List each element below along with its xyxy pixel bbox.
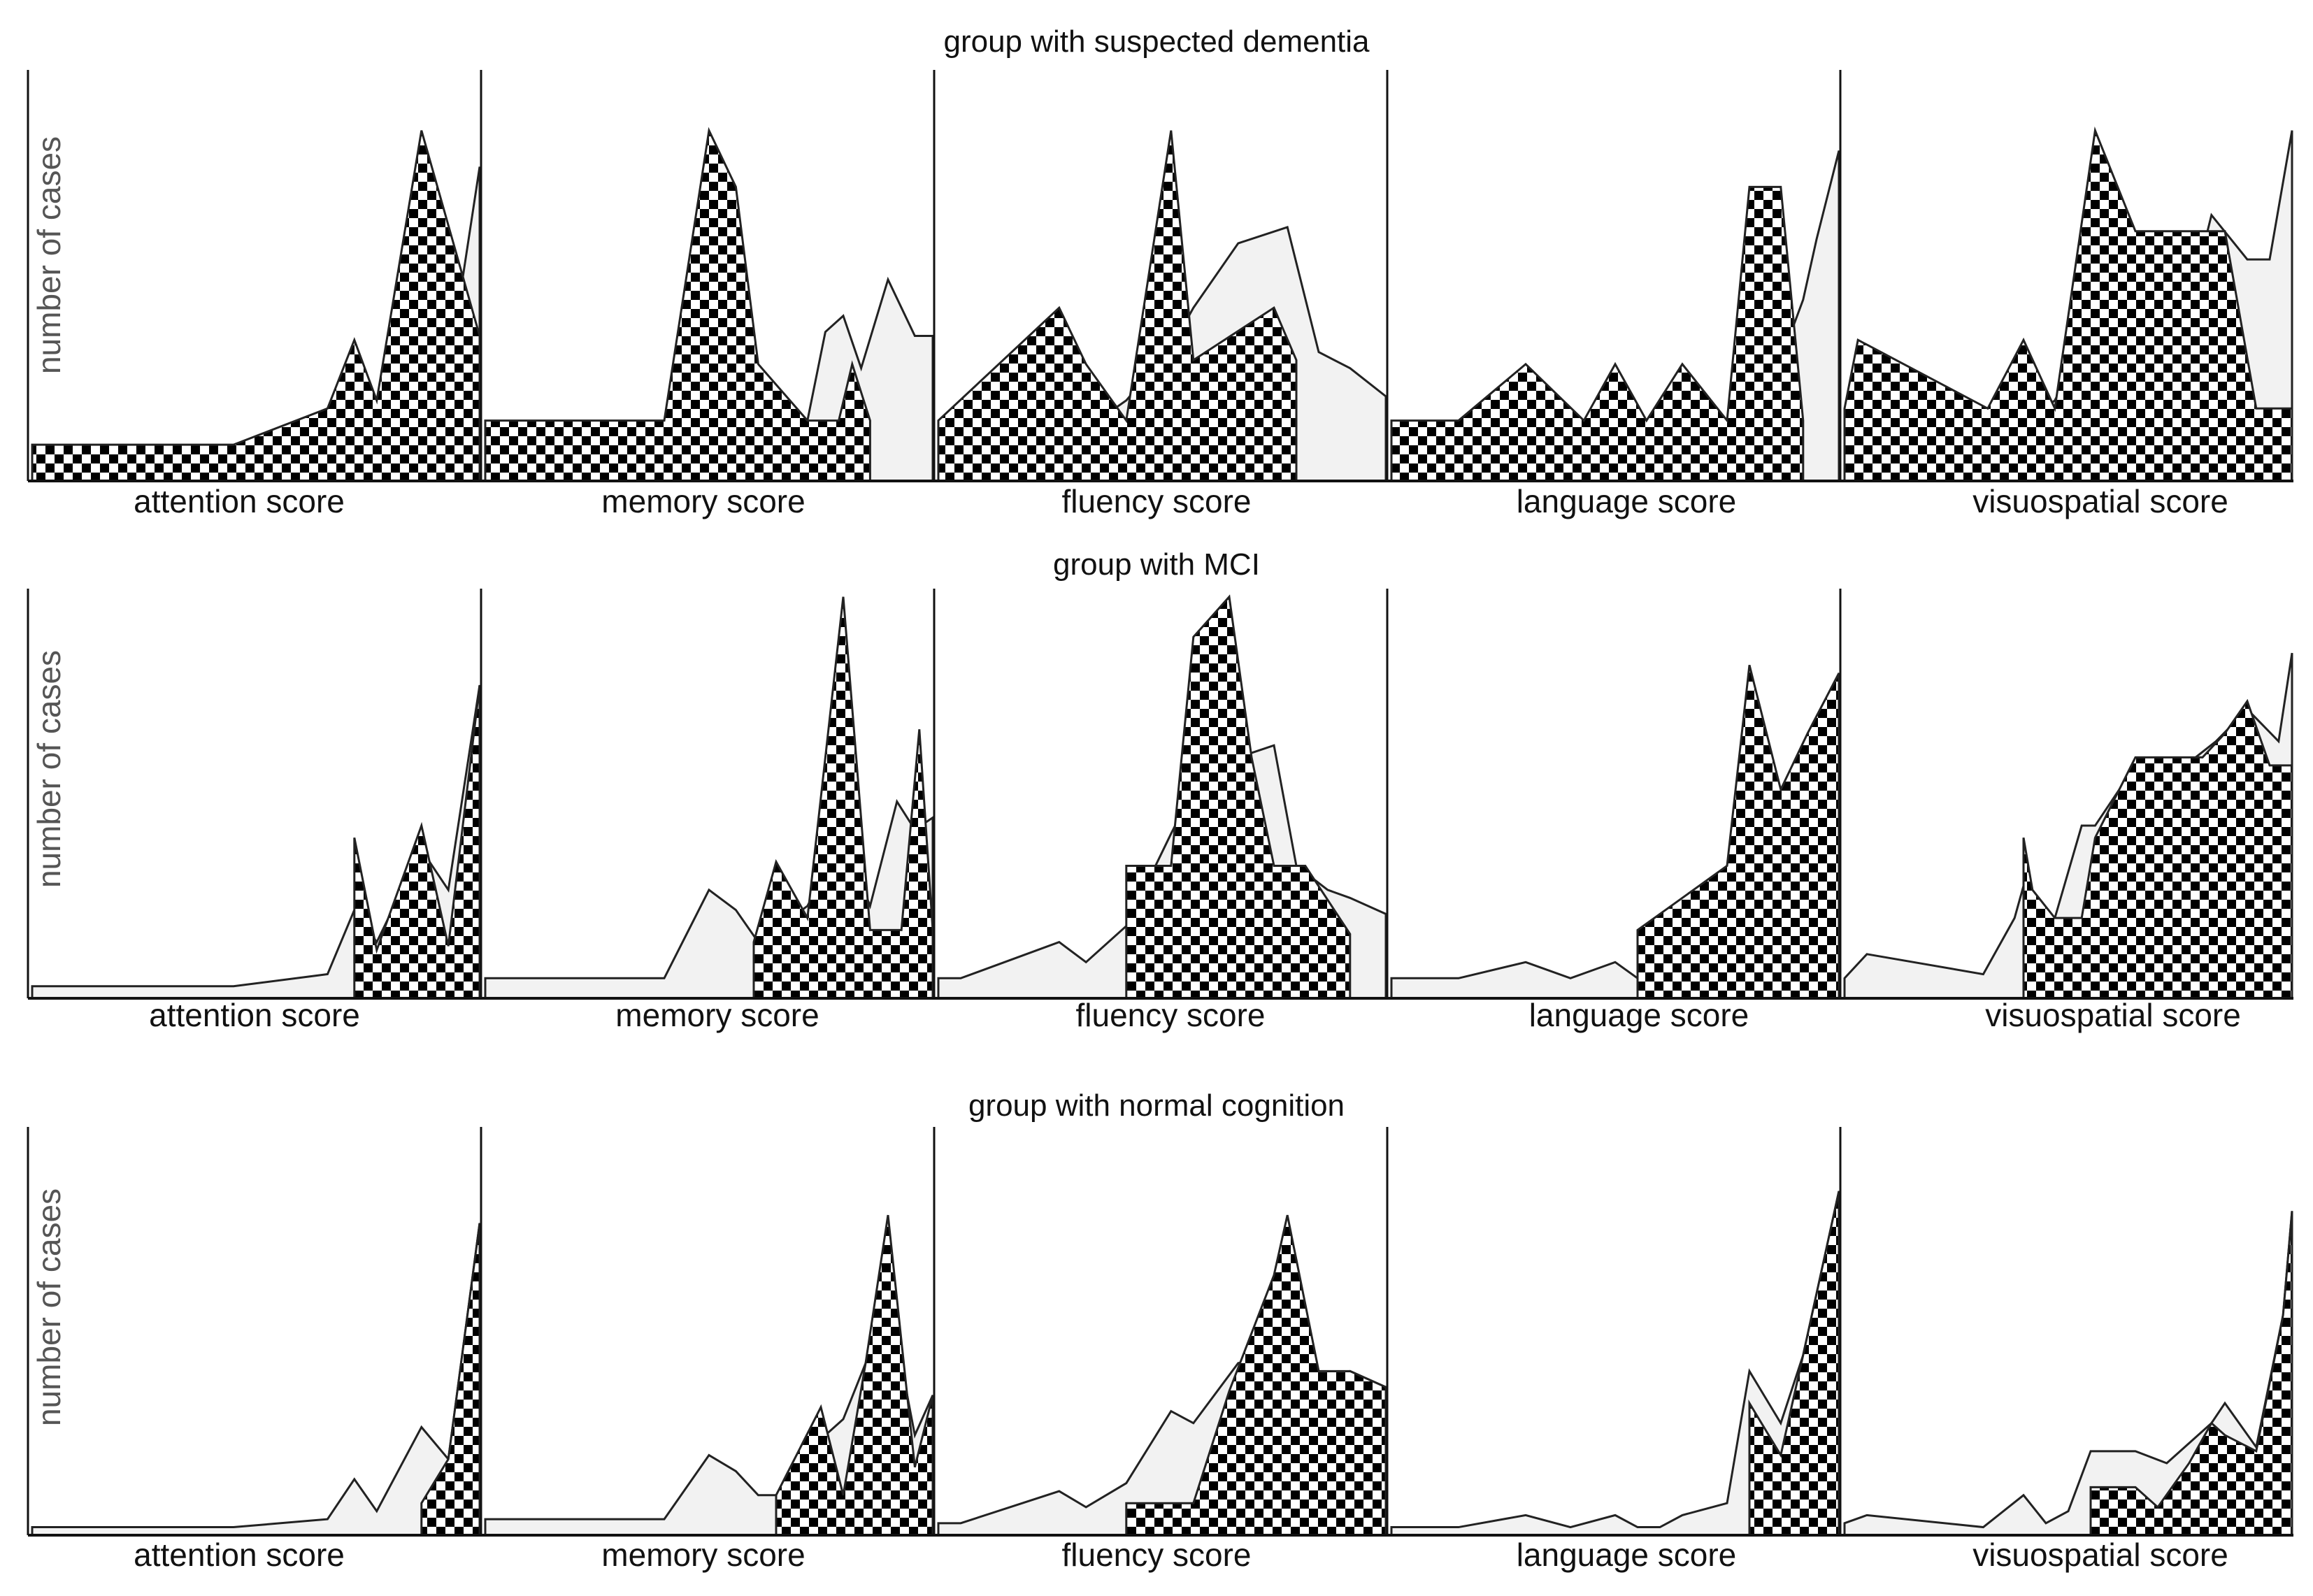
panel-mci-memory bbox=[480, 589, 934, 1000]
group-title-normal: group with normal cognition bbox=[968, 1088, 1345, 1123]
checker-series-area-normal-language bbox=[1748, 1191, 1840, 1537]
xlabel-dementia-visuospatial: visuospatial score bbox=[1972, 483, 2228, 519]
checker-series-area-normal-memory bbox=[775, 1214, 934, 1537]
panel-normal-fluency bbox=[933, 1127, 1387, 1537]
xlabel-mci-visuospatial: visuospatial score bbox=[1985, 997, 2241, 1033]
panel-mci-fluency bbox=[933, 589, 1387, 1000]
checker-series-area-normal-attention bbox=[420, 1223, 481, 1537]
panel-mci-language bbox=[1386, 589, 1840, 1000]
panel-dementia-attention bbox=[27, 70, 481, 482]
xlabel-dementia-memory: memory score bbox=[601, 483, 805, 519]
ylabel-row-mci: number of cases bbox=[31, 650, 67, 888]
panel-normal-language bbox=[1386, 1127, 1840, 1537]
checker-series-area-mci-fluency bbox=[1125, 594, 1352, 1000]
xlabel-normal-memory: memory score bbox=[601, 1537, 805, 1573]
ylabel-row-dementia: number of cases bbox=[31, 136, 67, 374]
xlabel-normal-visuospatial: visuospatial score bbox=[1972, 1537, 2228, 1573]
checker-series-area-dementia-memory bbox=[484, 127, 871, 482]
xlabel-dementia-attention: attention score bbox=[134, 483, 345, 519]
xlabel-mci-memory: memory score bbox=[615, 997, 819, 1033]
panels bbox=[27, 70, 2293, 1537]
xlabel-dementia-fluency: fluency score bbox=[1061, 483, 1251, 519]
xlabel-normal-fluency: fluency score bbox=[1061, 1537, 1251, 1573]
panel-mci-attention bbox=[27, 589, 481, 1000]
panel-dementia-fluency bbox=[933, 70, 1387, 482]
xlabel-mci-language: language score bbox=[1529, 997, 1749, 1033]
panel-dementia-language bbox=[1386, 70, 1840, 482]
checker-series-area-dementia-fluency bbox=[937, 130, 1298, 482]
xlabel-normal-attention: attention score bbox=[134, 1537, 345, 1573]
checker-series-area-mci-language bbox=[1636, 664, 1840, 1000]
checker-series-area-mci-attention bbox=[353, 684, 481, 1000]
panel-normal-attention bbox=[27, 1127, 481, 1537]
group-title-dementia: group with suspected dementia bbox=[943, 24, 1370, 59]
group-title-mci: group with MCI bbox=[1053, 547, 1260, 582]
checker-series-area-dementia-attention bbox=[31, 130, 481, 482]
panel-dementia-visuospatial bbox=[1839, 70, 2293, 482]
checker-series-area-dementia-language bbox=[1390, 185, 1805, 482]
checker-series-area-mci-visuospatial bbox=[2022, 698, 2293, 1000]
ylabel-row-normal: number of cases bbox=[31, 1188, 67, 1426]
xlabel-mci-attention: attention score bbox=[149, 997, 360, 1033]
panel-mci-visuospatial bbox=[1839, 589, 2293, 1000]
checker-series-area-normal-visuospatial bbox=[2089, 1211, 2293, 1537]
xlabel-dementia-language: language score bbox=[1517, 483, 1737, 519]
checker-series-area-normal-fluency bbox=[1125, 1214, 1387, 1537]
panel-dementia-memory bbox=[480, 70, 934, 482]
checker-series-area-mci-memory bbox=[752, 596, 934, 1000]
xlabel-mci-fluency: fluency score bbox=[1075, 997, 1265, 1033]
checker-series-area-dementia-visuospatial bbox=[1843, 126, 2293, 482]
panel-normal-memory bbox=[480, 1127, 934, 1537]
panel-normal-visuospatial bbox=[1839, 1127, 2293, 1537]
light-series-area-normal-attention bbox=[31, 1223, 481, 1537]
xlabel-normal-language: language score bbox=[1517, 1537, 1737, 1573]
